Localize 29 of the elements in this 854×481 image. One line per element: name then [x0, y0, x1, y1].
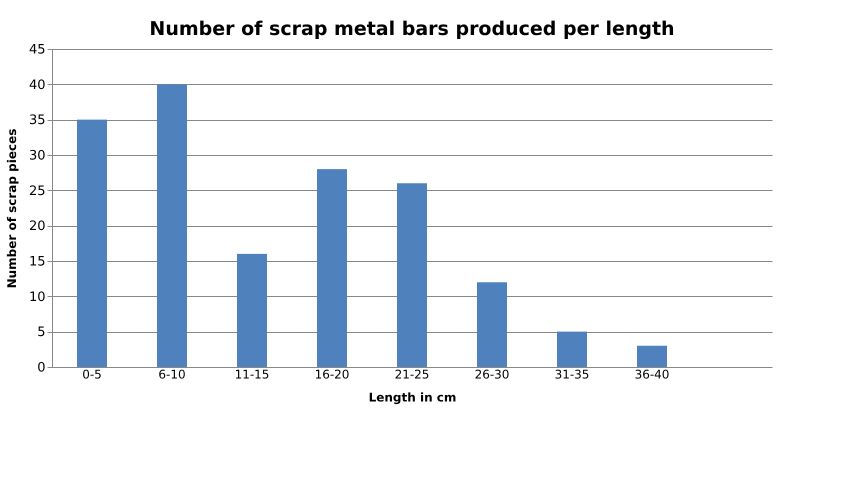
x-tick-label: 26-30 — [474, 368, 510, 382]
chart-title: Number of scrap metal bars produced per length — [149, 18, 675, 40]
bar — [557, 332, 587, 367]
y-tick-label: 25 — [28, 184, 46, 199]
y-axis-title: Number of scrap pieces — [4, 128, 19, 288]
bar — [317, 169, 347, 367]
x-tick-label: 16-20 — [314, 368, 350, 382]
y-tick-label: 15 — [28, 254, 46, 270]
y-tick-label: 35 — [28, 113, 46, 128]
bar — [157, 84, 187, 367]
x-tick-label: 21-25 — [394, 368, 430, 382]
x-tick-label: 31-35 — [554, 368, 590, 382]
y-tick-label: 10 — [28, 290, 46, 305]
bar — [237, 254, 267, 367]
bar — [77, 120, 107, 367]
y-tick-label: 20 — [28, 219, 46, 234]
bar — [637, 346, 667, 367]
x-tick-label: 11-15 — [234, 368, 270, 382]
y-tick-label: 0 — [37, 360, 46, 376]
x-tick-label: 36-40 — [634, 368, 670, 382]
x-axis-title: Length in cm — [368, 390, 456, 404]
y-tick-label: 45 — [28, 42, 46, 58]
y-tick-label: 5 — [37, 325, 46, 340]
x-tick-label: 6-10 — [158, 368, 186, 382]
y-tick-label: 40 — [28, 78, 46, 93]
x-tick-label: 0-5 — [82, 368, 102, 382]
bar — [397, 183, 427, 367]
y-tick-label: 30 — [28, 148, 46, 164]
bar — [477, 282, 507, 367]
